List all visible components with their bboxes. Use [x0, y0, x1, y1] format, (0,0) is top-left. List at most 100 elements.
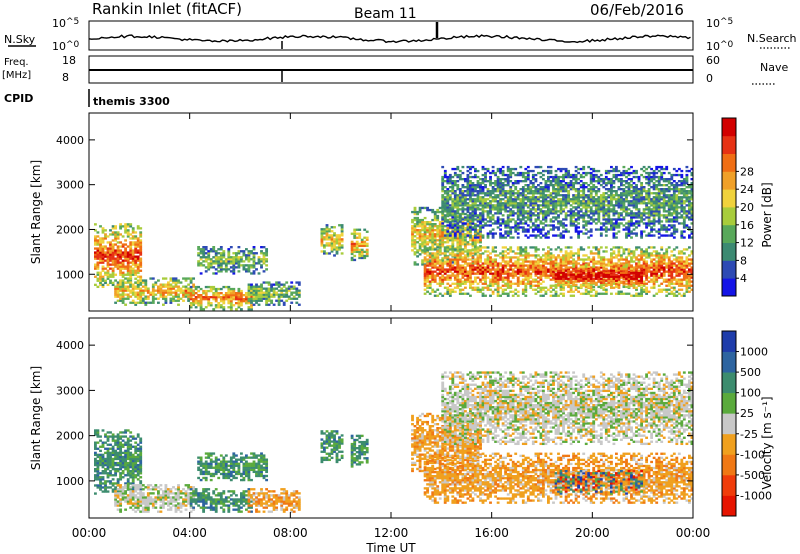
heatmap-cell [660, 258, 664, 261]
heatmap-cell [433, 290, 437, 293]
heatmap-cell [529, 276, 533, 279]
heatmap-cell [501, 222, 505, 225]
heatmap-cell [537, 276, 540, 279]
heatmap-cell [119, 287, 123, 290]
heatmap-cell [431, 208, 435, 212]
heatmap-cell [99, 259, 102, 262]
heatmap-cell [227, 302, 231, 305]
heatmap-cell [469, 274, 472, 277]
heatmap-cell [121, 263, 125, 266]
heatmap-cell [202, 254, 206, 257]
heatmap-cell [557, 256, 560, 259]
heatmap-cell [557, 198, 560, 201]
heatmap-cell [504, 196, 508, 199]
heatmap-cell [232, 262, 236, 265]
heatmap-cell [260, 266, 263, 269]
heatmap-cell [481, 218, 485, 221]
heatmap-cell [466, 210, 470, 213]
heatmap-cell [547, 288, 550, 291]
heatmap-cell [433, 229, 437, 232]
heatmap-cell [662, 272, 666, 275]
heatmap-cell [458, 214, 462, 217]
heatmap-cell [594, 294, 598, 297]
heatmap-cell [451, 224, 455, 227]
heatmap-cell [589, 194, 593, 197]
heatmap-cell [101, 261, 105, 264]
heatmap-cell [363, 244, 367, 248]
heatmap-cell [134, 293, 138, 296]
heatmap-cell [501, 258, 505, 261]
heatmap-cell [504, 180, 508, 183]
heatmap-cell [524, 278, 528, 281]
heatmap-cell [544, 276, 548, 279]
heatmap-cell [285, 289, 289, 292]
heatmap-cell [413, 241, 417, 244]
heatmap-cell [519, 264, 523, 267]
heatmap-cell [446, 220, 450, 223]
heatmap-cell [358, 234, 362, 237]
heatmap-cell [443, 233, 447, 236]
heatmap-cell [474, 214, 477, 217]
heatmap-cell [516, 290, 520, 293]
heatmap-cell [677, 288, 681, 291]
heatmap-cell [562, 256, 565, 259]
heatmap-cell [481, 234, 485, 237]
heatmap-cell [524, 230, 528, 233]
heatmap-cell [114, 239, 118, 242]
heatmap-cell [426, 258, 430, 261]
sky-right-tick-top: 10 ^5 [706, 17, 733, 30]
heatmap-cell [567, 182, 571, 185]
heatmap-cell [104, 271, 107, 274]
heatmap-cell [537, 171, 540, 175]
heatmap-cell [660, 246, 664, 249]
heatmap-cell [270, 299, 274, 302]
heatmap-cell [537, 254, 540, 257]
heatmap-cell [594, 186, 598, 189]
heatmap-cell [192, 294, 196, 297]
heatmap-cell [169, 285, 173, 288]
heatmap-cell [562, 218, 565, 221]
heatmap-cell [552, 276, 555, 279]
heatmap-cell [635, 286, 638, 289]
heatmap-cell [446, 230, 450, 233]
heatmap-cell [526, 171, 530, 175]
heatmap-cell [627, 292, 631, 295]
heatmap-cell [484, 173, 487, 177]
heatmap-cell [252, 248, 256, 251]
heatmap-cell [451, 258, 455, 261]
heatmap-cell [537, 204, 540, 207]
heatmap-cell [446, 210, 450, 213]
heatmap-cell [461, 276, 465, 279]
heatmap-cell [134, 245, 138, 248]
heatmap-cell [481, 262, 485, 265]
heatmap-cell [516, 210, 520, 213]
heatmap-cell [136, 301, 140, 304]
heatmap-cell [577, 256, 581, 259]
heatmap-cell [250, 285, 253, 288]
heatmap-cell [544, 274, 548, 277]
heatmap-cell [481, 294, 485, 297]
heatmap-cell [537, 262, 540, 265]
heatmap-cell [458, 290, 462, 293]
heatmap-cell [144, 301, 148, 304]
heatmap-cell [617, 286, 621, 289]
heatmap-cell [466, 182, 470, 185]
heatmap-cell [240, 292, 243, 295]
heatmap-cell [579, 204, 583, 207]
heatmap-cell [433, 237, 437, 240]
heatmap-cell [446, 256, 450, 259]
heatmap-cell [542, 210, 545, 213]
heatmap-cell [549, 274, 553, 277]
heatmap-cell [466, 276, 470, 279]
heatmap-cell [411, 210, 414, 214]
heatmap-cell [461, 282, 465, 285]
heatmap-cell [506, 256, 510, 259]
heatmap-cell [433, 270, 437, 273]
heatmap-cell [670, 278, 674, 281]
heatmap-cell [416, 216, 420, 220]
heatmap-cell [207, 264, 211, 267]
heatmap-cell [458, 256, 462, 259]
heatmap-cell [577, 252, 581, 255]
heatmap-cell [116, 241, 120, 244]
heatmap-cell [453, 214, 457, 217]
